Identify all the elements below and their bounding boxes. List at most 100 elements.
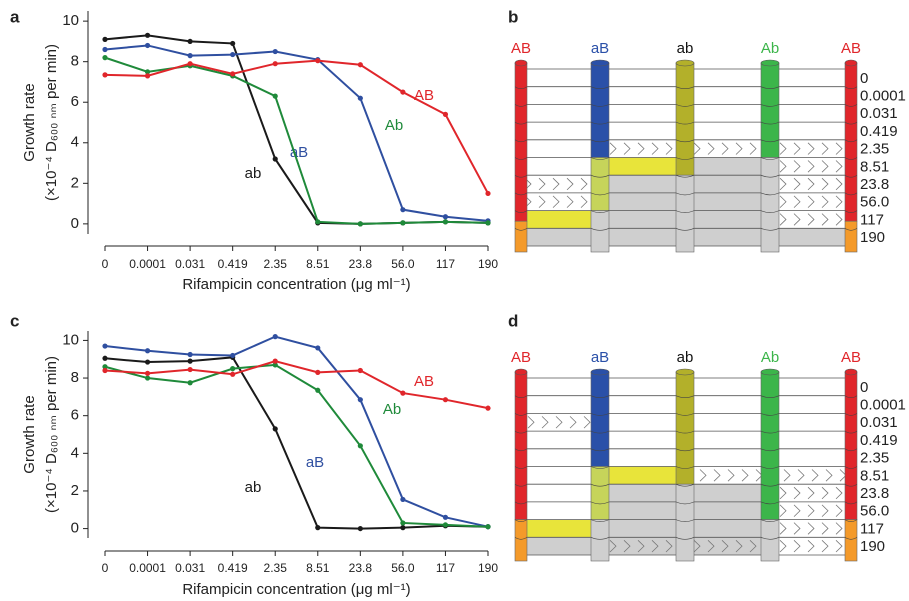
- data-point: [230, 51, 236, 58]
- column-cap: [760, 59, 780, 67]
- column-segment: [590, 62, 610, 158]
- panel-letter: c: [10, 311, 19, 330]
- column-ring: [675, 537, 695, 540]
- column-segment: [590, 371, 610, 467]
- column-ring: [675, 413, 695, 416]
- yellow-block: [521, 519, 600, 538]
- y-tick-label: 4: [71, 444, 79, 461]
- column-ring: [590, 139, 610, 143]
- chevrons: [779, 504, 843, 517]
- column-ring: [514, 395, 528, 398]
- column-ring: [675, 430, 695, 434]
- column-segment: [514, 371, 528, 520]
- data-point: [144, 69, 151, 75]
- data-point: [315, 525, 321, 531]
- column-ring: [844, 483, 858, 487]
- data-point: [485, 220, 491, 226]
- series-line: [104, 44, 489, 222]
- column-ring: [760, 139, 780, 143]
- series-label: ab: [245, 479, 262, 496]
- column-ring: [844, 466, 858, 469]
- genotype-label: AB: [841, 40, 861, 57]
- column-segment: [844, 371, 858, 520]
- data-point: [400, 496, 406, 503]
- data-point: [442, 522, 449, 528]
- yellow-block: [600, 157, 690, 176]
- gray-block: [521, 228, 600, 246]
- data-point: [187, 61, 193, 67]
- x-tick-label: 23.8: [349, 561, 373, 575]
- column-ring: [514, 121, 528, 125]
- column-ring: [514, 448, 528, 452]
- column-ring: [514, 501, 528, 505]
- x-tick-label: 0.031: [175, 561, 205, 575]
- x-tick-label: 2.35: [264, 561, 288, 575]
- column-ring: [760, 413, 780, 416]
- data-point: [187, 38, 193, 45]
- data-point: [357, 367, 363, 374]
- column-ring: [514, 86, 528, 89]
- y-tick-label: 8: [71, 369, 79, 386]
- column-ring: [844, 86, 858, 89]
- chevrons: [779, 522, 843, 535]
- column-ring: [514, 519, 528, 522]
- column-ring: [675, 210, 695, 213]
- genotype-label: AB: [511, 40, 531, 57]
- data-point: [400, 89, 406, 95]
- column-ring: [760, 430, 780, 434]
- column-ring: [590, 466, 610, 469]
- data-point: [442, 214, 449, 220]
- genotype-label: ab: [677, 40, 694, 57]
- data-point: [442, 514, 449, 520]
- concentration-label: 117: [860, 211, 884, 228]
- panel-letter: d: [508, 311, 518, 330]
- concentration-label: 0.031: [860, 105, 898, 122]
- column-segment: [514, 62, 528, 222]
- y-tick-label: 2: [71, 174, 79, 191]
- column-ring: [760, 104, 780, 107]
- column-ring: [590, 157, 610, 160]
- data-point: [315, 369, 321, 375]
- column-ring: [514, 174, 528, 178]
- column-ring: [760, 448, 780, 452]
- panel-letter: b: [508, 7, 518, 26]
- column-ring: [675, 139, 695, 143]
- column-ring: [675, 519, 695, 522]
- series-label: AB: [414, 373, 434, 390]
- chevrons: [779, 486, 843, 500]
- x-tick-label: 0.0001: [129, 561, 166, 575]
- data-point: [272, 93, 278, 99]
- yellow-block: [521, 210, 600, 229]
- data-point: [315, 387, 321, 393]
- y-tick-label: 0: [71, 520, 79, 537]
- column-cap: [675, 368, 695, 376]
- data-point: [102, 46, 108, 53]
- y-tick-label: 2: [71, 482, 79, 499]
- column-segment: [514, 519, 528, 562]
- column-ring: [590, 210, 610, 213]
- column-ring: [514, 483, 528, 487]
- column-ring: [590, 86, 610, 89]
- column-cap: [760, 368, 780, 376]
- chevrons: [779, 142, 843, 155]
- column-ring: [760, 501, 780, 505]
- column-ring: [590, 104, 610, 107]
- concentration-label: 8.51: [860, 158, 889, 175]
- concentration-label: 8.51: [860, 467, 889, 484]
- genotype-label: AB: [511, 349, 531, 366]
- data-point: [442, 397, 449, 403]
- column-ring: [844, 519, 858, 522]
- concentration-label: 23.8: [860, 485, 889, 502]
- column-ring: [590, 430, 610, 434]
- chevrons: [524, 195, 588, 208]
- data-point: [400, 390, 406, 396]
- chevrons: [527, 416, 591, 429]
- x-tick-label: 117: [436, 257, 455, 271]
- panel-letter: a: [10, 7, 20, 26]
- data-point: [357, 443, 363, 449]
- data-point: [272, 358, 278, 364]
- data-point: [102, 355, 108, 361]
- x-tick-label: 56.0: [391, 561, 415, 575]
- genotype-label: Ab: [761, 349, 779, 366]
- data-point: [442, 111, 449, 117]
